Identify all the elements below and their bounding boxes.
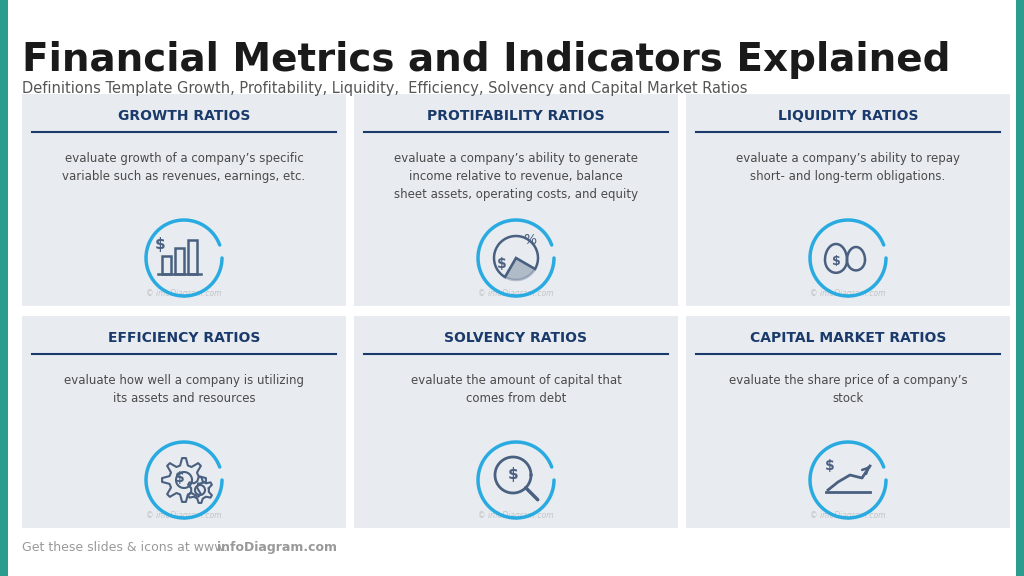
Text: $: $: [825, 459, 835, 473]
Text: $: $: [497, 257, 507, 271]
Text: evaluate the share price of a company’s
stock: evaluate the share price of a company’s …: [729, 374, 968, 405]
Text: evaluate how well a company is utilizing
its assets and resources: evaluate how well a company is utilizing…: [63, 374, 304, 405]
Bar: [1016, 0, 1024, 576]
Text: © infoDiagram.com: © infoDiagram.com: [478, 511, 554, 520]
Text: %: %: [523, 233, 537, 247]
Text: infoDiagram.com: infoDiagram.com: [217, 541, 337, 554]
Bar: [0, 0, 8, 576]
Text: SOLVENCY RATIOS: SOLVENCY RATIOS: [444, 331, 588, 345]
Text: Financial Metrics and Indicators Explained: Financial Metrics and Indicators Explain…: [22, 41, 950, 79]
Text: $: $: [175, 471, 185, 485]
Bar: [686, 94, 1010, 306]
Text: EFFICIENCY RATIOS: EFFICIENCY RATIOS: [108, 331, 260, 345]
Text: $: $: [155, 237, 165, 252]
Bar: [22, 316, 346, 528]
Text: Get these slides & icons at www.: Get these slides & icons at www.: [22, 541, 227, 554]
Wedge shape: [505, 258, 536, 280]
Text: © infoDiagram.com: © infoDiagram.com: [146, 511, 222, 520]
Bar: [175, 248, 184, 274]
Text: $: $: [508, 468, 518, 483]
Text: © infoDiagram.com: © infoDiagram.com: [810, 511, 886, 520]
Text: evaluate a company’s ability to repay
short- and long-term obligations.: evaluate a company’s ability to repay sh…: [736, 152, 961, 183]
Bar: [22, 94, 346, 306]
Text: © infoDiagram.com: © infoDiagram.com: [146, 289, 222, 298]
Text: evaluate growth of a company’s specific
variable such as revenues, earnings, etc: evaluate growth of a company’s specific …: [62, 152, 305, 183]
Text: evaluate the amount of capital that
comes from debt: evaluate the amount of capital that come…: [411, 374, 622, 405]
Text: Definitions Template Growth, Profitability, Liquidity,  Efficiency, Solvency and: Definitions Template Growth, Profitabili…: [22, 81, 748, 96]
Bar: [188, 240, 197, 274]
Bar: [354, 94, 678, 306]
Text: PROTIFABILITY RATIOS: PROTIFABILITY RATIOS: [427, 109, 605, 123]
Bar: [354, 316, 678, 528]
Text: evaluate a company’s ability to generate
income relative to revenue, balance
she: evaluate a company’s ability to generate…: [394, 152, 638, 201]
Bar: [686, 316, 1010, 528]
Text: © infoDiagram.com: © infoDiagram.com: [478, 289, 554, 298]
Text: CAPITAL MARKET RATIOS: CAPITAL MARKET RATIOS: [750, 331, 946, 345]
Text: LIQUIDITY RATIOS: LIQUIDITY RATIOS: [778, 109, 919, 123]
Text: GROWTH RATIOS: GROWTH RATIOS: [118, 109, 250, 123]
Text: $: $: [831, 255, 841, 267]
Bar: [162, 256, 171, 274]
Text: © infoDiagram.com: © infoDiagram.com: [810, 289, 886, 298]
